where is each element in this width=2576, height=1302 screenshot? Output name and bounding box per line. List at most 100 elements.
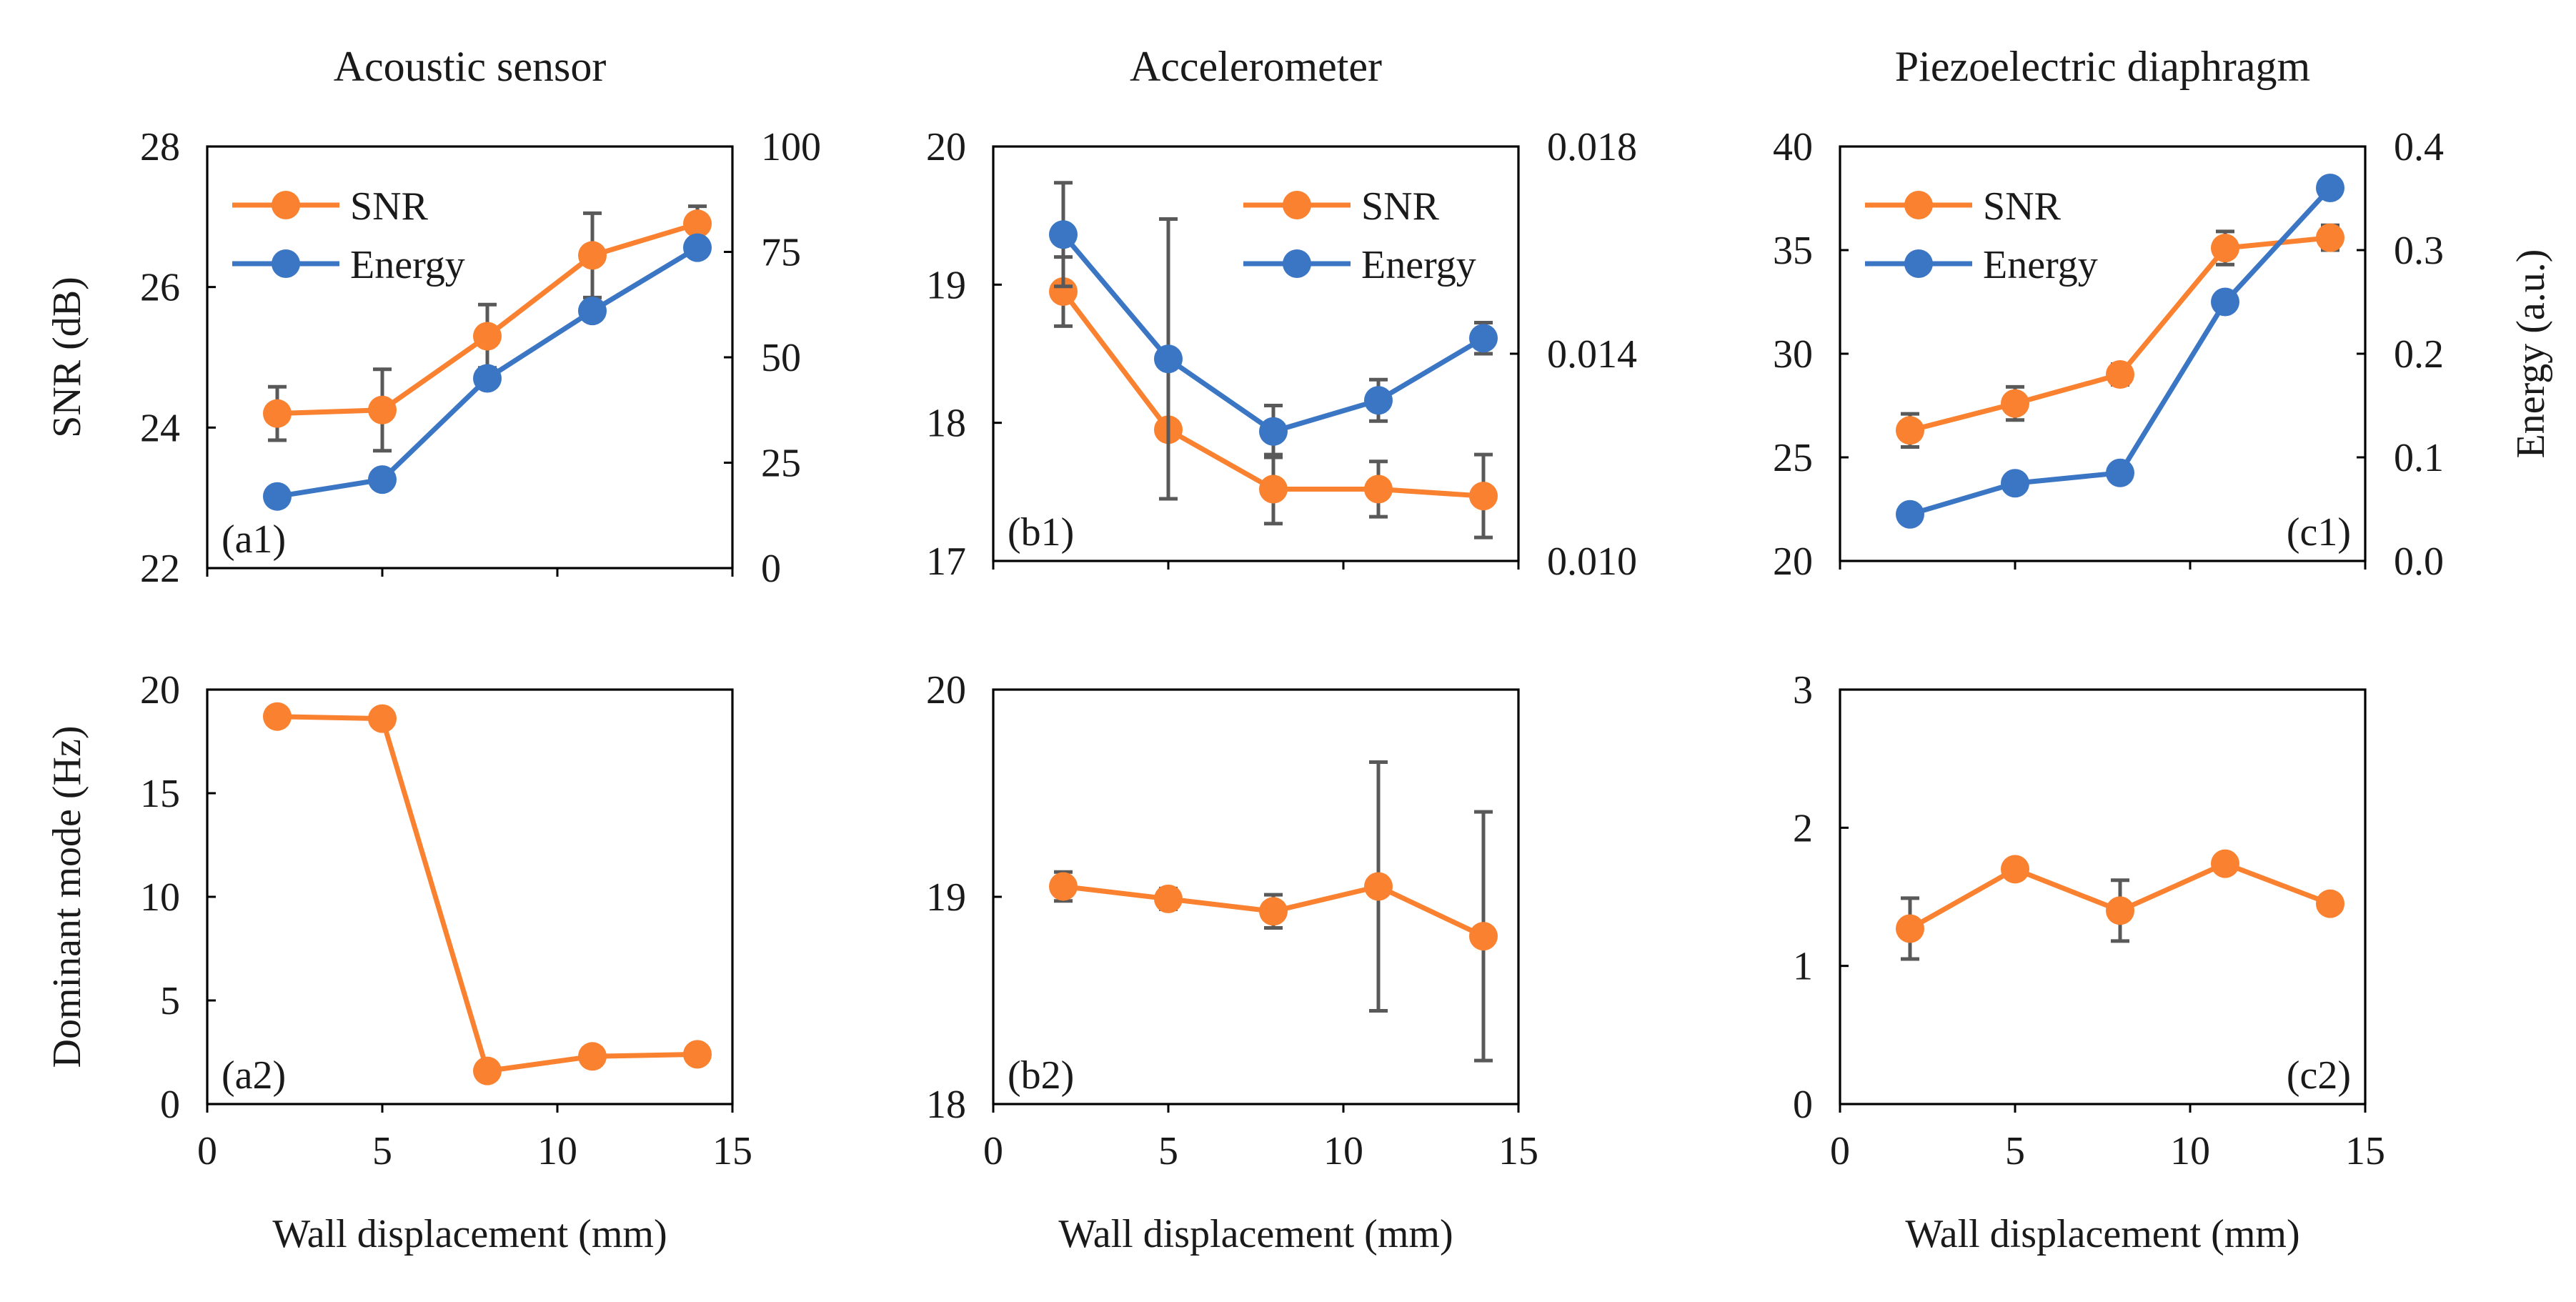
series-energy (263, 233, 712, 511)
data-point (1049, 220, 1078, 249)
legend-label: SNR (1361, 184, 1440, 229)
data-point (473, 364, 502, 393)
x-tick-label: 5 (1158, 1129, 1178, 1173)
x-axis-title: Wall displacement (mm) (272, 1212, 667, 1256)
y-tick-label: 0 (1793, 1083, 1813, 1127)
data-point (2316, 223, 2344, 252)
series-dominant-mode (1049, 760, 1498, 1063)
data-point (2106, 360, 2134, 389)
x-tick-label: 5 (372, 1129, 392, 1173)
legend-item: Energy (232, 243, 465, 287)
y-tick-label: 24 (140, 406, 180, 450)
data-point (1896, 914, 1924, 943)
panel-a2: 0 5 10 15 20 0 5 10 15 Wall displacement (mm) Domi… (45, 668, 752, 1256)
panel-title: Acoustic sensor (334, 43, 607, 90)
data-point (1049, 872, 1078, 901)
data-point (2001, 855, 2029, 884)
panel-label: (b2) (1008, 1053, 1074, 1098)
y-tick-label: 15 (140, 772, 180, 816)
data-point (683, 1040, 712, 1069)
panel-b1: Accelerometer 17 18 19 20 0.010 0.014 0.018 SNR E… (926, 43, 1637, 584)
legend-marker (272, 191, 300, 219)
data-point (1896, 500, 1924, 529)
data-point (1049, 277, 1078, 306)
data-point (1469, 482, 1498, 511)
y2-tick-label: 100 (761, 125, 821, 169)
data-point (368, 395, 397, 424)
x-axis-title: Wall displacement (mm) (1058, 1212, 1453, 1256)
legend-item: SNR (1243, 184, 1440, 229)
x-axis-title: Wall displacement (mm) (1905, 1212, 2299, 1256)
data-point (1259, 417, 1288, 446)
y2-tick-label: 0.0 (2394, 540, 2444, 584)
data-point (263, 702, 292, 731)
panel-title: Accelerometer (1130, 43, 1382, 90)
data-point (1154, 344, 1183, 374)
data-point (1364, 474, 1393, 504)
legend-item: Energy (1865, 243, 2098, 287)
y2-tick-label: 0.010 (1547, 540, 1637, 584)
x-tick-label: 0 (197, 1129, 217, 1173)
series-snr (1896, 223, 2344, 449)
x-tick-label: 10 (2170, 1129, 2210, 1173)
data-point (578, 297, 607, 326)
data-point (683, 209, 712, 239)
y-tick-label: 2 (1793, 806, 1813, 850)
data-point (2316, 889, 2344, 918)
data-point (1364, 386, 1393, 415)
y2-tick-label: 0.4 (2394, 125, 2444, 169)
y-tick-label: 35 (1773, 229, 1813, 273)
y2-tick-label: 50 (761, 336, 801, 380)
legend-marker (1904, 249, 1933, 278)
y2-tick-label: 0 (761, 547, 781, 591)
panel-label: (c1) (2287, 510, 2351, 555)
panel-label: (a2) (222, 1053, 286, 1098)
y-tick-label: 28 (140, 125, 180, 169)
y2-tick-label: 0.3 (2394, 229, 2444, 273)
x-tick-label: 0 (1830, 1129, 1850, 1173)
panel-title: Piezoelectric diaphragm (1895, 43, 2310, 90)
panel-c1: Piezoelectric diaphragm 20 25 30 35 40 0.0 0.1 0… (1773, 43, 2553, 584)
panel-label: (a1) (222, 517, 286, 562)
legend-marker (1283, 191, 1311, 219)
y2-axis-title: Energy (a.u.) (2509, 249, 2553, 459)
y-tick-label: 22 (140, 547, 180, 591)
panel-b2: 18 19 20 0 5 10 15 Wall displacement (mm) (b2) (926, 668, 1538, 1256)
data-point (368, 465, 397, 495)
y2-tick-label: 0.014 (1547, 332, 1637, 377)
series-energy (1896, 174, 2344, 529)
y-tick-label: 30 (1773, 332, 1813, 377)
panel-c2: 0 1 2 3 0 5 10 15 Wall displacement (mm) (c2) (1793, 668, 2385, 1256)
x-tick-label: 0 (983, 1129, 1003, 1173)
data-point (1154, 884, 1183, 913)
x-tick-label: 15 (712, 1129, 752, 1173)
data-point (2316, 174, 2344, 202)
data-point (2211, 234, 2239, 263)
legend-item: SNR (232, 184, 429, 229)
y-tick-label: 20 (140, 668, 180, 712)
y2-tick-label: 0.018 (1547, 125, 1637, 169)
data-point (1259, 897, 1288, 926)
data-point (1896, 416, 1924, 445)
y2-tick-label: 75 (761, 231, 801, 275)
y-tick-label: 19 (926, 875, 966, 920)
data-point (263, 482, 292, 511)
x-tick-label: 15 (2345, 1129, 2385, 1173)
y-tick-label: 20 (1773, 540, 1813, 584)
data-point (1364, 872, 1393, 901)
x-tick-label: 15 (1498, 1129, 1538, 1173)
data-point (1469, 324, 1498, 353)
data-point (2001, 469, 2029, 498)
series-dominant-mode (1896, 849, 2344, 961)
legend-label: Energy (350, 243, 465, 287)
data-point (2211, 849, 2239, 878)
legend-label: Energy (1361, 243, 1476, 287)
data-point (683, 233, 712, 262)
y-tick-label: 25 (1773, 436, 1813, 480)
y2-tick-label: 0.1 (2394, 436, 2444, 480)
y-tick-label: 0 (160, 1083, 180, 1127)
data-point (263, 399, 292, 428)
data-point (1259, 474, 1288, 504)
x-tick-label: 10 (1323, 1129, 1363, 1173)
y-tick-label: 1 (1793, 945, 1813, 989)
